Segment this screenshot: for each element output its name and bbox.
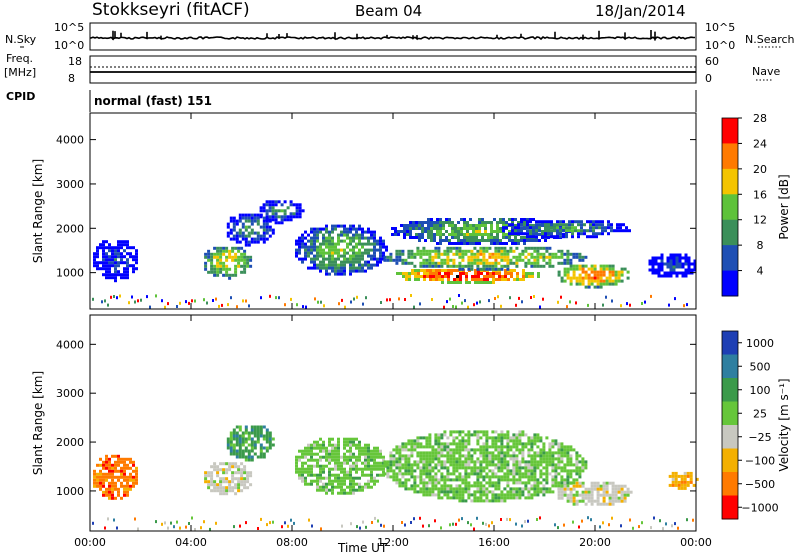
scatter-region (204, 246, 253, 280)
colorbar-label: Power [dB] (777, 174, 791, 239)
frequency-panel: Freq. [MHz] 18 8 60 0 Nave (4, 52, 780, 85)
y-tick-label: 1000 (56, 485, 84, 498)
colorbar-swatch (722, 245, 738, 272)
y-tick-label: 4000 (56, 134, 84, 147)
colorbar-tick-label: −100 (745, 454, 775, 467)
noise-tick-right-top: 10^5 (705, 21, 735, 34)
colorbar-swatch (722, 425, 738, 449)
x-tick-label: 00:00 (74, 536, 106, 549)
noise-left-label: N.Sky (5, 33, 37, 46)
freq-label-2: [MHz] (4, 66, 36, 79)
date-title: 18/Jan/2014 (595, 2, 686, 20)
colorbar-swatch (722, 401, 738, 426)
colorbar-swatch (722, 448, 738, 473)
x-tick-label: 12:00 (377, 536, 409, 549)
y-tick-label: 3000 (56, 178, 84, 191)
freq-tick-left-top: 18 (68, 55, 82, 68)
colorbar-swatch (722, 194, 738, 221)
beam-title: Beam 04 (355, 2, 422, 20)
noise-right-label: N.Search (745, 33, 795, 46)
x-tick-label: 00:00 (680, 536, 712, 549)
x-tick-label: 16:00 (478, 536, 510, 549)
x-tick-label: 20:00 (579, 536, 611, 549)
freq-tick-left-bottom: 8 (68, 72, 75, 85)
colorbar-tick-label: −500 (745, 478, 775, 491)
scatter-region (93, 454, 138, 500)
scatter-region (557, 481, 633, 506)
power-panel: 1000 2000 3000 4000 Slant Range [km] 4 8 12 16 20… (31, 112, 791, 310)
y-tick-label: 3000 (56, 387, 84, 400)
colorbar-label: Velocity [m s⁻¹] (777, 378, 791, 471)
colorbar-tick-label: −1000 (741, 501, 778, 514)
noise-tick-left-top: 10^5 (54, 21, 84, 34)
colorbar-swatch (722, 472, 738, 496)
colorbar-swatch (722, 354, 738, 379)
colorbar-tick-label: 500 (750, 360, 771, 373)
scatter-region (557, 264, 630, 289)
colorbar-tick-label: 25 (753, 407, 767, 420)
scatter-region (204, 462, 253, 496)
colorbar-swatch (722, 331, 738, 355)
colorbar-swatch (722, 270, 738, 297)
scatter-region (226, 425, 275, 462)
noise-panel: N.Sky N.Search 10^5 10^0 10^5 10^0 (5, 21, 795, 52)
scatter-region (383, 246, 588, 271)
y-axis-label: Slant Range [km] (31, 371, 45, 475)
y-axis-label: Slant Range [km] (31, 159, 45, 263)
scatter-region (295, 224, 388, 276)
scatter-region (93, 240, 138, 283)
freq-label-1: Freq. (6, 52, 33, 65)
velocity-panel: 1000 2000 3000 4000 Slant Range [km] 00:00 04:… (31, 314, 791, 549)
colorbar-tick-label: 24 (753, 137, 767, 150)
cpid-mode: normal (fast) 151 (94, 94, 212, 108)
colorbar-swatch (722, 118, 738, 144)
scatter-region (502, 220, 631, 239)
noise-tick-left-bottom: 10^0 (54, 39, 84, 52)
scatter-region (396, 269, 540, 284)
station-title: Stokkseyri (fitACF) (92, 0, 250, 20)
colorbar-swatch (722, 168, 738, 195)
colorbar-tick-label: 1000 (746, 337, 774, 350)
x-tick-label: 04:00 (175, 536, 207, 549)
near-range-speckle (92, 294, 688, 309)
colorbar-tick-label: 20 (753, 163, 767, 176)
y-tick-label: 4000 (56, 338, 84, 351)
colorbar: 4 8 12 16 20 24 28 Power [dB] (721, 112, 791, 297)
scatter-region (383, 430, 588, 503)
freq-tick-right-bottom: 0 (705, 72, 712, 85)
colorbar-swatch (722, 219, 738, 246)
y-tick-label: 2000 (56, 222, 84, 235)
freq-tick-right-top: 60 (705, 55, 719, 68)
colorbar-swatch (722, 143, 738, 170)
scatter-region (259, 200, 305, 225)
y-tick-label: 1000 (56, 267, 84, 280)
cpid-label: CPID (6, 90, 35, 103)
colorbar-tick-label: 4 (757, 265, 764, 278)
near-range-speckle (92, 516, 694, 531)
x-tick-label: 08:00 (276, 536, 308, 549)
colorbar-tick-label: 8 (757, 239, 764, 252)
noise-sky-trace (90, 30, 696, 41)
y-tick-label: 2000 (56, 436, 84, 449)
scatter-region (668, 471, 699, 490)
colorbar-tick-label: 100 (750, 384, 771, 397)
colorbar-tick-label: 16 (753, 188, 767, 201)
colorbar-tick-label: 28 (753, 112, 767, 125)
colorbar-tick-label: 12 (753, 214, 767, 227)
colorbar-swatch (722, 378, 738, 402)
scatter-region (295, 437, 388, 495)
scatter-region (648, 253, 697, 278)
colorbar: 1000 500 100 25 −25 −100 −500 −1000 Velocity [m … (721, 330, 791, 520)
x-axis-label: Time UT (337, 541, 388, 554)
colorbar-tick-label: −25 (748, 431, 771, 444)
noise-tick-right-bottom: 10^0 (705, 39, 735, 52)
nave-label: Nave (752, 65, 780, 78)
colorbar-swatch (722, 495, 738, 520)
